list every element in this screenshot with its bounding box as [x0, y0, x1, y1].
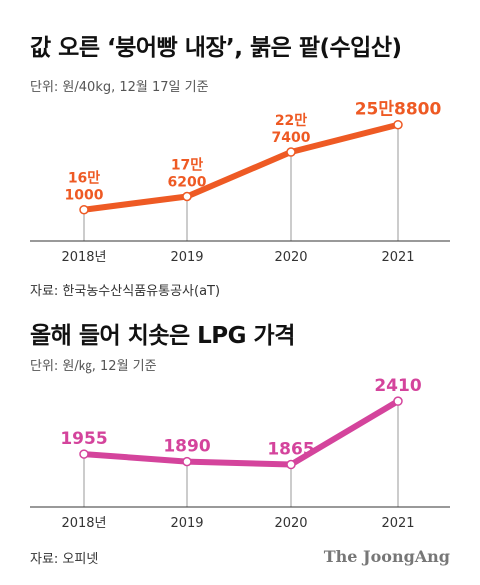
- data-point: [182, 191, 192, 202]
- brand-logo: The JoongAng: [323, 547, 450, 566]
- x-tick-label: 2018년: [61, 516, 106, 531]
- series-line: [81, 121, 401, 213]
- data-label: 2410: [374, 376, 421, 396]
- data-label: 1865: [267, 440, 314, 460]
- data-label: 7400: [272, 130, 311, 146]
- data-label: 22만: [275, 113, 307, 129]
- x-tick-label: 2018년: [61, 250, 106, 265]
- data-label: 25만8800: [355, 100, 442, 120]
- data-point: [286, 459, 296, 470]
- data-label: 1000: [65, 188, 104, 204]
- data-label: 1890: [163, 437, 210, 457]
- data-label: 16만: [68, 171, 100, 187]
- chart-1-unit: 단위: 원/40kg, 12월 17일 기준: [30, 80, 209, 95]
- x-tick-label: 2021: [381, 516, 414, 531]
- chart-2-plot: 2018년 2019 2020 2021 1955 1890 1865 2410: [30, 376, 450, 531]
- data-label: 6200: [168, 175, 207, 191]
- chart-1-source: 자료: 한국농수산식품유통공사(aT): [30, 284, 221, 299]
- data-point: [182, 456, 192, 467]
- x-tick-label: 2019: [170, 516, 203, 531]
- data-point: [393, 119, 403, 130]
- data-label: 17만: [171, 158, 203, 174]
- data-point: [79, 204, 89, 215]
- chart-2-unit: 단위: 원/㎏, 12월 기준: [30, 359, 157, 374]
- data-point: [79, 449, 89, 459]
- x-tick-label: 2020: [274, 250, 307, 265]
- chart-2-source: 자료: 오피넷: [30, 552, 99, 567]
- data-point: [393, 396, 403, 406]
- x-tick-label: 2019: [170, 250, 203, 265]
- chart-2-title: 올해 들어 치솟은 LPG 가격: [30, 323, 295, 349]
- x-tick-label: 2021: [381, 250, 414, 265]
- data-point: [286, 147, 296, 157]
- chart-1-title: 값 오른 ‘붕어빵 내장’, 붉은 팥(수입산): [30, 35, 402, 61]
- data-label: 1955: [60, 429, 107, 449]
- x-tick-label: 2020: [274, 516, 307, 531]
- series-line: [81, 398, 401, 468]
